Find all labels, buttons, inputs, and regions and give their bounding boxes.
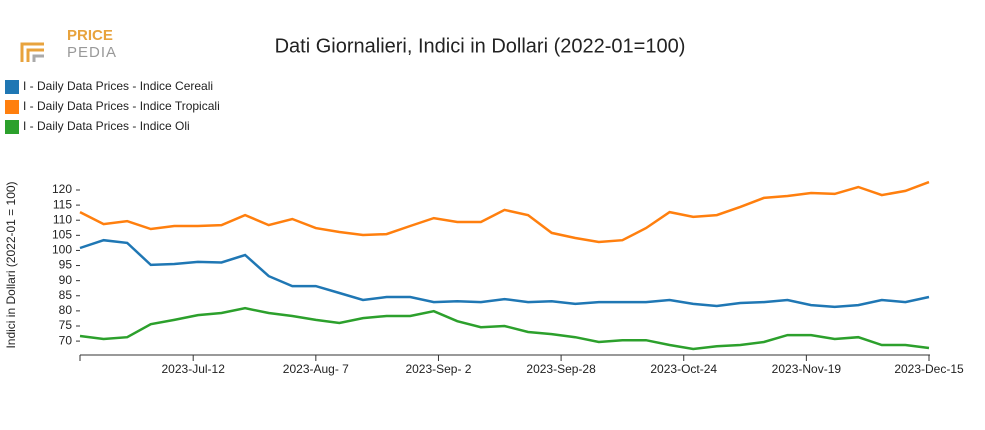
- chart-title: Dati Giornalieri, Indici in Dollari (202…: [275, 35, 686, 57]
- y-tick-label: 100: [52, 243, 72, 257]
- series-line: [79, 238, 930, 309]
- legend-swatch: [5, 120, 19, 134]
- series-line: [79, 306, 930, 351]
- y-axis-label: Indici in Dollari (2022-01 = 100): [4, 181, 18, 348]
- x-tick-label: 2023-Jul-12: [162, 362, 226, 376]
- x-tick-label: 2023-Aug- 7: [283, 362, 349, 376]
- y-tick-label: 85: [59, 288, 73, 302]
- logo-text: PRICE: [67, 27, 113, 44]
- x-tick-label: 2023-Dec-15: [894, 362, 964, 376]
- x-tick-label: 2023-Sep- 2: [405, 362, 471, 376]
- logo-mark: [20, 42, 44, 62]
- logo-text: PEDIA: [67, 44, 117, 61]
- logo: PRICE PEDIA: [20, 27, 117, 62]
- y-tick-label: 105: [52, 227, 72, 241]
- y-tick-label: 75: [59, 318, 73, 332]
- y-tick-label: 95: [59, 258, 73, 272]
- logo-mark: [32, 54, 44, 62]
- y-tick-label: 120: [52, 182, 72, 196]
- y-tick-label: 90: [59, 273, 73, 287]
- x-tick-label: 2023-Oct-24: [650, 362, 717, 376]
- series-line: [79, 180, 930, 244]
- y-tick-label: 80: [59, 303, 73, 317]
- x-tick-label: 2023-Nov-19: [772, 362, 842, 376]
- legend-label: I - Daily Data Prices - Indice Oli: [23, 119, 190, 133]
- legend-swatch: [5, 100, 19, 114]
- y-tick-label: 70: [59, 333, 73, 347]
- legend-swatch: [5, 80, 19, 94]
- legend-label: I - Daily Data Prices - Indice Tropicali: [23, 99, 220, 113]
- legend-label: I - Daily Data Prices - Indice Cereali: [23, 79, 213, 93]
- y-tick-label: 110: [53, 212, 72, 226]
- x-tick-label: 2023-Sep-28: [526, 362, 596, 376]
- y-tick-label: 115: [53, 197, 72, 211]
